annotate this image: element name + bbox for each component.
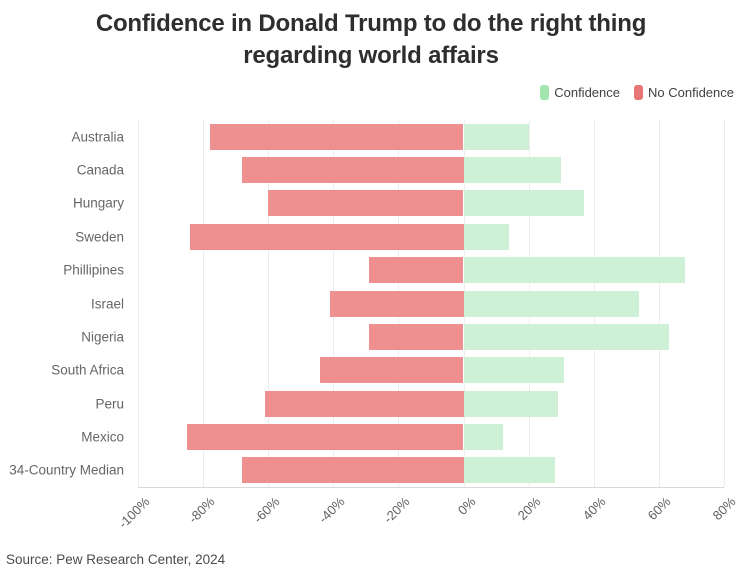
bar-confidence-phillipines — [463, 257, 685, 284]
category-label-nigeria: Nigeria — [81, 329, 124, 345]
category-label-peru: Peru — [95, 396, 124, 412]
category-label-sweden: Sweden — [75, 229, 124, 245]
category-label-south-africa: South Africa — [51, 362, 124, 378]
bar-no-confidence-34-country-median — [242, 457, 464, 484]
category-label-34-country-median: 34-Country Median — [9, 462, 124, 478]
y-axis-labels: Australia Canada Hungary Sweden Phillipines I… — [0, 120, 130, 487]
legend-item-no-confidence: No Confidence — [634, 85, 734, 100]
source-caption: Source: Pew Research Center, 2024 — [6, 552, 226, 567]
x-tick-label-80pct: 80% — [709, 494, 739, 524]
bar-no-confidence-phillipines — [369, 257, 464, 284]
chart-title: Confidence in Donald Trump to do the rig… — [95, 10, 647, 70]
bar-confidence-34-country-median — [463, 457, 555, 484]
x-tick-label-20pct: 20% — [514, 494, 544, 524]
bar-no-confidence-sweden — [190, 223, 464, 250]
gridline-60pct — [658, 120, 660, 487]
x-tick-label-40pct: 40% — [579, 494, 609, 524]
category-label-israel: Israel — [90, 296, 124, 311]
category-label-phillipines: Phillipines — [63, 262, 124, 278]
x-tick-label-0pct: 0% — [454, 494, 479, 518]
category-label-hungary: Hungary — [72, 195, 124, 211]
x-tick-label--100pct: -100% — [115, 494, 153, 532]
legend: Confidence No Confidence — [540, 85, 734, 100]
no-confidence-swatch-icon — [634, 85, 643, 100]
legend-label-no-confidence: No Confidence — [648, 85, 734, 100]
bar-confidence-mexico — [463, 424, 503, 450]
gridline--60pct — [268, 120, 270, 487]
gridline-80pct — [724, 120, 725, 487]
category-label-australia: Australia — [71, 129, 124, 145]
category-label-mexico: Mexico — [81, 429, 124, 445]
bar-no-confidence-canada — [242, 157, 464, 183]
gridline--100pct — [138, 120, 139, 487]
x-axis-labels: -100% -80% -60% -40% -20% 0% 20% 40% 60% 80% — [115, 492, 738, 542]
bar-confidence-south-africa — [463, 357, 565, 384]
bar-no-confidence-mexico — [186, 424, 464, 450]
bar-no-confidence-hungary — [268, 190, 464, 217]
bar-confidence-israel — [463, 290, 640, 317]
x-tick-label-60pct: 60% — [644, 494, 674, 524]
bar-confidence-sweden — [463, 223, 510, 250]
bar-confidence-nigeria — [463, 323, 669, 350]
bar-confidence-peru — [463, 390, 558, 417]
legend-item-confidence: Confidence — [540, 85, 620, 100]
x-tick-label--80pct: -80% — [185, 494, 218, 527]
bar-confidence-australia — [463, 123, 529, 150]
bar-no-confidence-south-africa — [320, 357, 464, 384]
bar-no-confidence-nigeria — [369, 323, 464, 350]
bar-no-confidence-peru — [265, 390, 464, 417]
bar-no-confidence-israel — [330, 290, 464, 317]
bar-no-confidence-australia — [209, 123, 464, 150]
gridline--80pct — [203, 120, 205, 487]
x-tick-label--60pct: -60% — [250, 494, 283, 527]
bar-confidence-hungary — [463, 190, 585, 217]
legend-label-confidence: Confidence — [554, 85, 620, 100]
category-label-canada: Canada — [76, 162, 124, 178]
confidence-swatch-icon — [540, 85, 550, 100]
plot-area — [138, 120, 725, 488]
bar-confidence-canada — [463, 157, 562, 183]
x-tick-label--20pct: -20% — [380, 494, 413, 527]
x-tick-label--40pct: -40% — [315, 494, 348, 527]
